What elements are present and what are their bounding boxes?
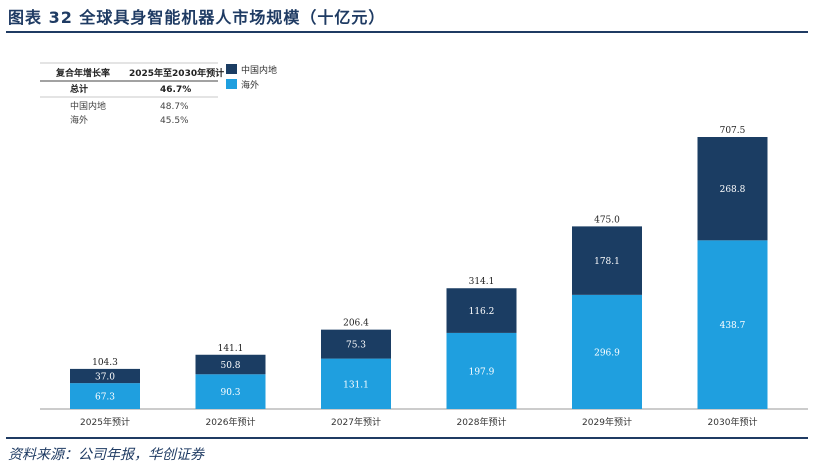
label-domestic-4: 178.1 bbox=[594, 257, 620, 267]
table-col1-header: 复合年增长率 bbox=[55, 67, 110, 79]
bar-overseas-2 bbox=[321, 358, 391, 409]
label-total-3: 314.1 bbox=[469, 277, 495, 287]
label-domestic-3: 116.2 bbox=[469, 307, 495, 317]
legend-swatch-domestic bbox=[226, 64, 237, 74]
x-tick-label-3: 2028年预计 bbox=[457, 416, 507, 428]
bar-overseas-4 bbox=[572, 294, 642, 409]
title-rule bbox=[6, 31, 808, 33]
cagr-table: 复合年增长率 2025年至2030年预计 总计 46.7% 中国内地 48.7%… bbox=[40, 62, 224, 126]
legend-swatch-overseas bbox=[226, 79, 237, 89]
label-overseas-0: 67.3 bbox=[95, 393, 115, 403]
label-overseas-1: 90.3 bbox=[220, 388, 240, 398]
label-domestic-5: 268.8 bbox=[720, 185, 746, 195]
x-tick-label-4: 2029年预计 bbox=[582, 416, 632, 428]
bar-overseas-1 bbox=[195, 374, 266, 409]
x-tick-label-1: 2026年预计 bbox=[206, 416, 256, 428]
bar-domestic-0 bbox=[70, 368, 140, 384]
bars-layer: 67.3 37.0 104.3 2025年预计 90.3 50.8 141.1 2026年预计… bbox=[70, 126, 768, 428]
label-total-5: 707.5 bbox=[720, 126, 746, 136]
legend-label-overseas: 海外 bbox=[241, 79, 259, 91]
bar-overseas-3 bbox=[446, 332, 517, 409]
table-col2-header: 2025年至2030年预计 bbox=[129, 67, 224, 79]
bar-domestic-5 bbox=[697, 137, 768, 241]
label-total-1: 141.1 bbox=[218, 344, 244, 354]
x-tick-label-5: 2030年预计 bbox=[708, 416, 758, 428]
source-note: 资料来源：公司年报，华创证券 bbox=[8, 447, 204, 463]
table-row-overseas-label: 海外 bbox=[70, 114, 88, 126]
table-row-overseas-value: 45.5% bbox=[160, 116, 189, 126]
legend: 中国内地 海外 bbox=[226, 64, 277, 91]
table-row-domestic-value: 48.7% bbox=[160, 102, 189, 112]
label-overseas-4: 296.9 bbox=[594, 348, 620, 358]
label-total-0: 104.3 bbox=[92, 358, 118, 368]
label-total-4: 475.0 bbox=[594, 215, 620, 225]
label-domestic-1: 50.8 bbox=[220, 361, 240, 371]
x-tick-label-2: 2027年预计 bbox=[331, 416, 381, 428]
label-overseas-2: 131.1 bbox=[343, 380, 369, 390]
x-tick-label-0: 2025年预计 bbox=[80, 416, 130, 428]
bar-domestic-2 bbox=[321, 329, 391, 359]
bar-domestic-3 bbox=[446, 288, 517, 333]
label-overseas-3: 197.9 bbox=[469, 367, 495, 377]
label-domestic-2: 75.3 bbox=[346, 341, 366, 351]
table-row-total-value: 46.7% bbox=[160, 85, 191, 95]
figure-header: 图表 32 全球具身智能机器人市场规模（十亿元） bbox=[0, 0, 814, 30]
bar-overseas-0 bbox=[70, 383, 140, 409]
bar-domestic-4 bbox=[572, 226, 642, 295]
footer-rule bbox=[6, 437, 808, 439]
bar-overseas-5 bbox=[697, 240, 768, 409]
legend-label-domestic: 中国内地 bbox=[241, 64, 277, 76]
table-row-domestic-label: 中国内地 bbox=[70, 100, 106, 112]
table-row-total-label: 总计 bbox=[70, 83, 88, 95]
figure-title: 图表 32 全球具身智能机器人市场规模（十亿元） bbox=[8, 8, 386, 27]
label-domestic-0: 37.0 bbox=[95, 373, 115, 383]
label-total-2: 206.4 bbox=[343, 319, 369, 329]
label-overseas-5: 438.7 bbox=[720, 321, 746, 331]
bar-domestic-1 bbox=[195, 354, 266, 375]
